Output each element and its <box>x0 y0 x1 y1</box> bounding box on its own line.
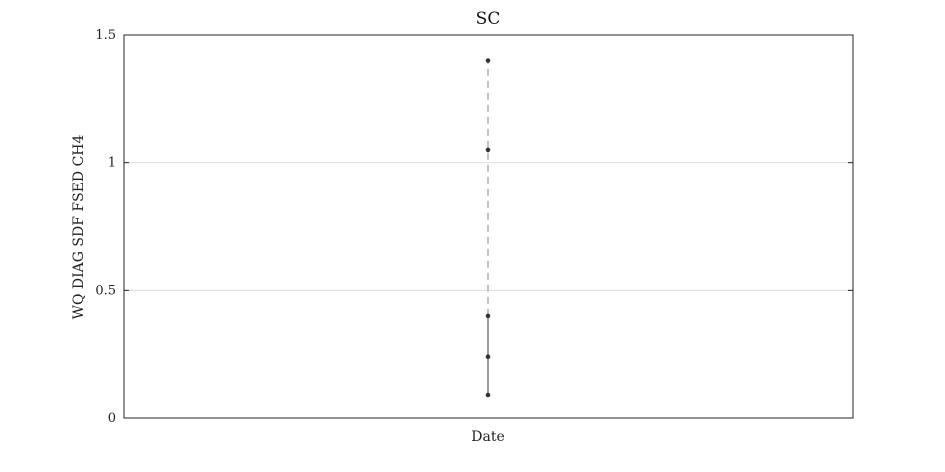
chart-title: SC <box>476 9 501 29</box>
data-points <box>485 58 491 398</box>
data-point <box>485 58 491 63</box>
y-ticks: 0 0.5 1 1.5 <box>95 28 853 426</box>
y-tick-label: 0 <box>108 411 116 426</box>
y-tick-label: 0.5 <box>95 283 116 298</box>
y-axis-label: WQ DIAG SDF FSED CH4 <box>71 134 87 319</box>
data-point <box>485 392 491 398</box>
y-tick-label: 1.5 <box>95 28 116 43</box>
x-axis-label: Date <box>471 429 504 445</box>
y-tick-label: 1 <box>108 156 116 171</box>
data-point <box>485 313 491 319</box>
plot-frame <box>123 34 854 419</box>
data-point <box>485 147 491 153</box>
data-point <box>485 354 491 360</box>
